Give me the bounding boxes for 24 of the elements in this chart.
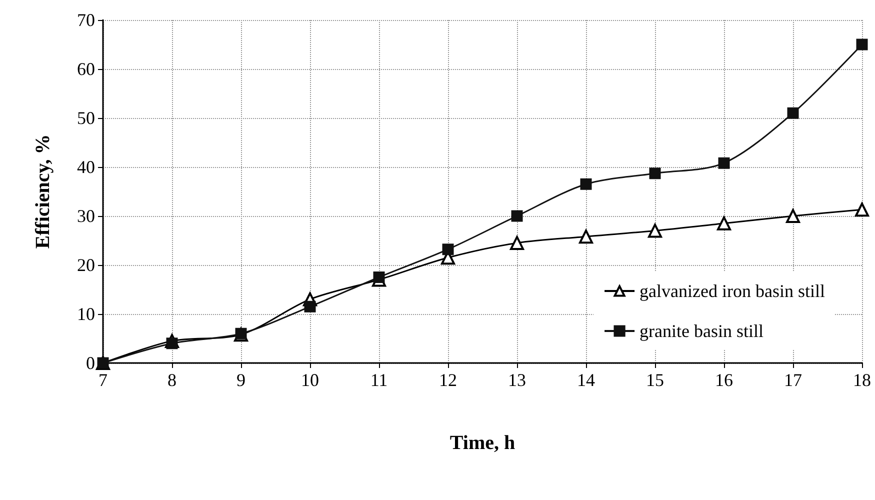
legend-label: granite basin still: [640, 321, 764, 341]
x-tick-label: 11: [370, 370, 388, 390]
y-tick-label: 50: [77, 108, 95, 128]
y-tick-label: 30: [77, 206, 95, 226]
y-axis-title: Efficiency, %: [32, 134, 54, 249]
x-tick-label: 9: [236, 370, 246, 390]
y-tick-label: 0: [86, 353, 95, 373]
y-tick-label: 60: [77, 59, 95, 79]
x-tick-label: 12: [439, 370, 457, 390]
x-tick-label: 15: [646, 370, 664, 390]
x-tick-label: 16: [715, 370, 733, 390]
x-tick-label: 7: [98, 370, 108, 390]
x-tick-label: 13: [508, 370, 526, 390]
y-tick-label: 70: [77, 10, 95, 30]
x-tick-label: 17: [784, 370, 802, 390]
y-tick-label: 20: [77, 255, 95, 275]
x-tick-label: 18: [853, 370, 871, 390]
x-axis-title: Time, h: [450, 432, 516, 454]
x-tick-label: 10: [301, 370, 319, 390]
y-tick-label: 40: [77, 157, 95, 177]
x-tick-label: 8: [168, 370, 176, 390]
y-tick-label: 10: [77, 304, 95, 324]
x-tick-label: 14: [577, 370, 595, 390]
legend-label: galvanized iron basin still: [640, 281, 826, 301]
